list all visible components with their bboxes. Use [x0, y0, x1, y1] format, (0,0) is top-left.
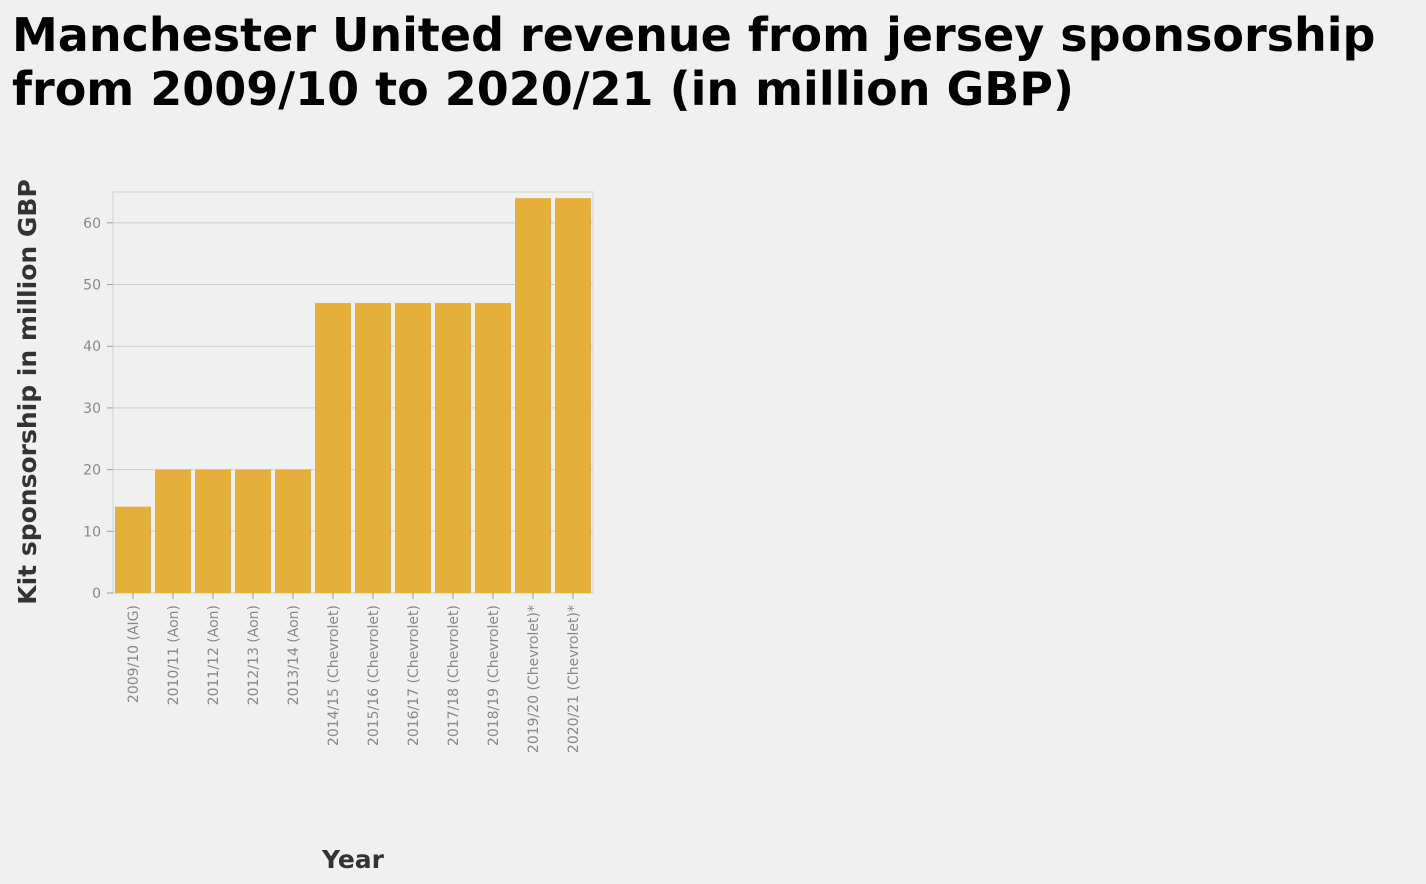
x-tick-label: 2011/12 (Aon)	[206, 605, 222, 705]
y-tick-label: 40	[83, 339, 101, 355]
x-tick-label: 2020/21 (Chevrolet)*	[566, 605, 582, 753]
y-axis-ticks: 0 10 20 30 40 50 60	[83, 216, 113, 602]
x-tick-label: 2010/11 (Aon)	[166, 605, 182, 705]
y-tick-label: 0	[92, 586, 101, 602]
x-tick-label: 2017/18 (Chevrolet)	[446, 605, 462, 746]
y-tick-label: 30	[83, 401, 101, 417]
bar	[555, 198, 591, 593]
bar	[355, 303, 391, 593]
bar	[515, 198, 551, 593]
bar	[435, 303, 471, 593]
bar	[235, 469, 271, 593]
bar	[475, 303, 511, 593]
y-tick-label: 60	[83, 216, 101, 232]
bar	[155, 469, 191, 593]
y-tick-label: 10	[83, 524, 101, 540]
bar	[195, 469, 231, 593]
x-tick-label: 2015/16 (Chevrolet)	[366, 605, 382, 746]
bar	[395, 303, 431, 593]
x-tick-label: 2014/15 (Chevrolet)	[326, 605, 342, 746]
bars	[115, 198, 591, 593]
x-tick-label: 2013/14 (Aon)	[286, 605, 302, 705]
gridlines	[113, 222, 593, 594]
x-tick-label: 2016/17 (Chevrolet)	[406, 605, 422, 746]
x-tick-label: 2012/13 (Aon)	[246, 605, 262, 705]
bar	[275, 469, 311, 593]
y-tick-label: 20	[83, 463, 101, 479]
y-tick-label: 50	[83, 278, 101, 294]
chart-title: Manchester United revenue from jersey sp…	[12, 8, 1376, 116]
x-axis-ticks: 2009/10 (AIG) 2010/11 (Aon) 2011/12 (Aon) 2…	[126, 593, 582, 753]
x-tick-label: 2009/10 (AIG)	[126, 605, 142, 703]
x-axis-title: Year	[321, 845, 385, 874]
x-tick-label: 2019/20 (Chevrolet)*	[526, 605, 542, 753]
y-axis-title: Kit sponsorship in million GBP	[13, 179, 42, 605]
bar	[115, 506, 151, 593]
x-tick-label: 2018/19 (Chevrolet)	[486, 605, 502, 746]
bar	[315, 303, 351, 593]
